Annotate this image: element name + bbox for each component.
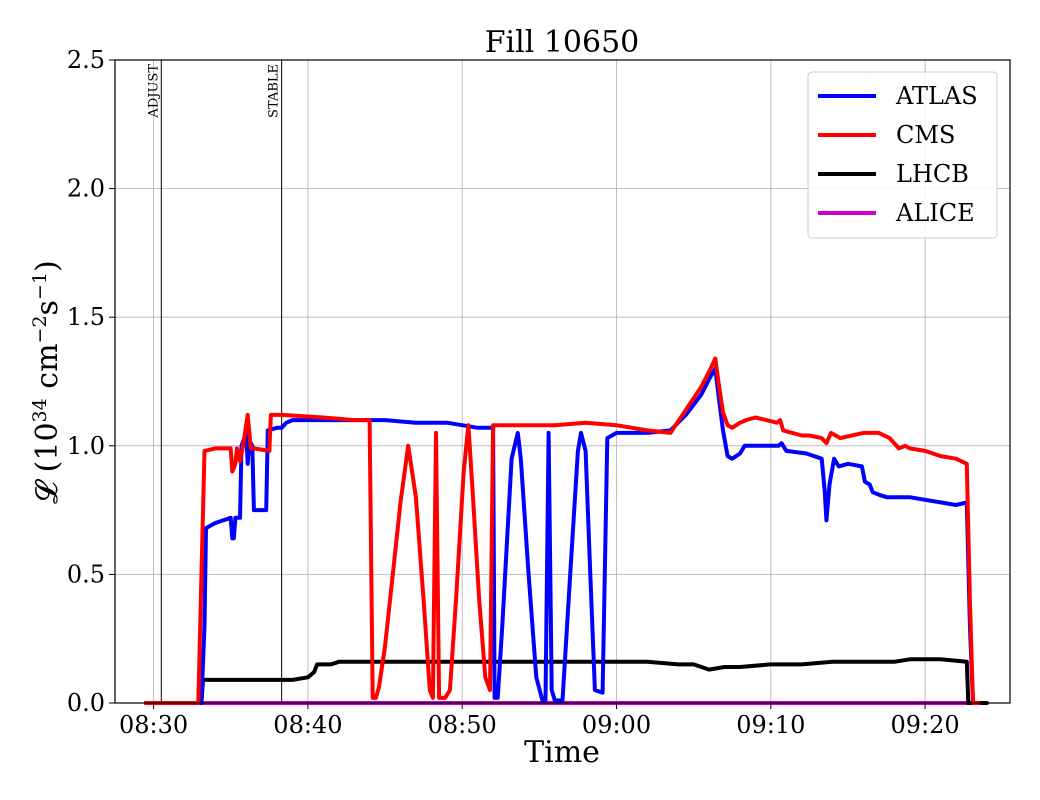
chart-title: Fill 10650 xyxy=(485,25,640,60)
y-tick-label: 2.5 xyxy=(67,46,105,74)
y-tick-label: 2.0 xyxy=(67,175,105,203)
marker-label-stable: STABLE xyxy=(267,64,282,118)
legend: ATLAS CMS LHCB ALICE xyxy=(807,71,998,239)
axis-ticks: 0.0 0.5 1.0 1.5 2.0 2.5 08:30 08:40 08:50 09:00 09… xyxy=(67,46,960,739)
legend-label-atlas: ATLAS xyxy=(895,82,978,110)
x-tick-label: 08:40 xyxy=(273,711,342,739)
legend-box xyxy=(807,71,998,239)
legend-label-lhcb: LHCB xyxy=(896,160,969,188)
x-tick-label: 08:30 xyxy=(119,711,188,739)
y-axis-label: 𝓛 (1034 cm−2s−1) xyxy=(29,260,65,503)
mode-markers: ADJUST STABLE xyxy=(146,60,283,703)
y-tick-label: 1.0 xyxy=(67,432,105,460)
series-line-atlas xyxy=(143,366,982,705)
y-tick-label: 1.5 xyxy=(67,303,105,331)
plot-frame xyxy=(114,59,1011,704)
legend-label-alice: ALICE xyxy=(895,199,975,227)
x-axis-label: Time xyxy=(524,735,600,770)
x-tick-label: 09:10 xyxy=(736,711,805,739)
legend-label-cms: CMS xyxy=(896,121,955,149)
marker-label-adjust: ADJUST xyxy=(146,64,161,119)
series-line-lhcb xyxy=(143,657,989,705)
series-lines xyxy=(143,356,989,705)
y-tick-label: 0.0 xyxy=(67,689,105,717)
x-tick-label: 08:50 xyxy=(428,711,497,739)
series-line-cms xyxy=(143,356,982,705)
x-tick-label: 09:00 xyxy=(582,711,651,739)
x-tick-label: 09:20 xyxy=(891,711,960,739)
y-tick-label: 0.5 xyxy=(67,560,105,588)
